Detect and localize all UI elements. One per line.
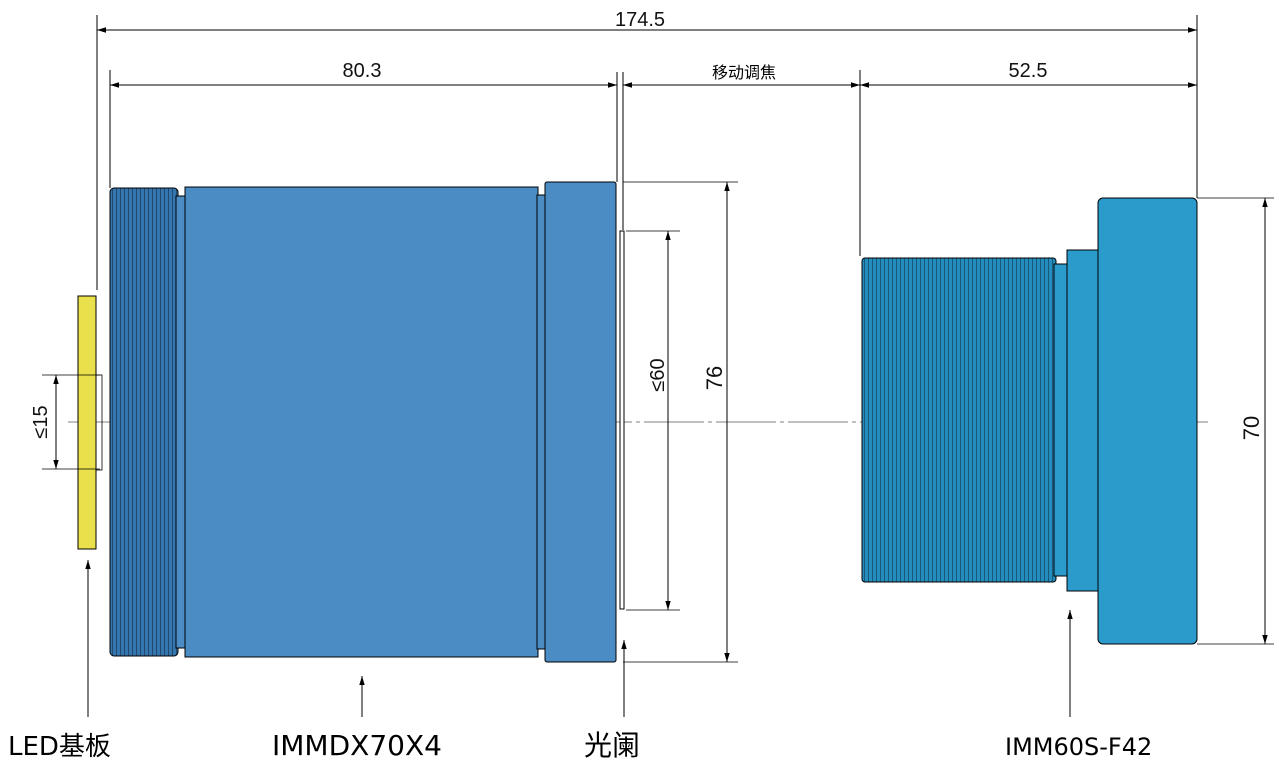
led-board (77, 295, 97, 550)
label-camera-lens-model: IMM60S-F42 (1005, 733, 1152, 761)
aperture-plate (619, 230, 625, 610)
led-emitter-outline (95, 374, 103, 471)
dimension-camera-diameter: 70 (1239, 416, 1264, 440)
dimension-focus-travel: 移动调焦 (712, 63, 776, 82)
dimension-lens-length: 80.3 (343, 60, 382, 82)
dimension-aperture-height: ≤60 (647, 358, 669, 391)
dimension-total-length: 174.5 (615, 9, 665, 31)
lens-rear-thread (109, 187, 179, 657)
dimension-led-height: ≤15 (30, 405, 52, 438)
camera-lens-body (1097, 197, 1198, 645)
lens-main-body (184, 186, 539, 658)
lens-front-ring (544, 181, 617, 663)
dimension-camera-lens-length: 52.5 (1009, 60, 1048, 82)
camera-lens-neck (1053, 263, 1069, 577)
camera-lens-thread (861, 257, 1057, 583)
label-led-board: LED基板 (8, 732, 111, 762)
label-lens-model: IMMDX70X4 (272, 729, 442, 762)
dimension-lens-diameter: 76 (702, 366, 727, 390)
label-aperture: 光阑 (584, 729, 640, 762)
camera-lens-step (1066, 249, 1101, 592)
